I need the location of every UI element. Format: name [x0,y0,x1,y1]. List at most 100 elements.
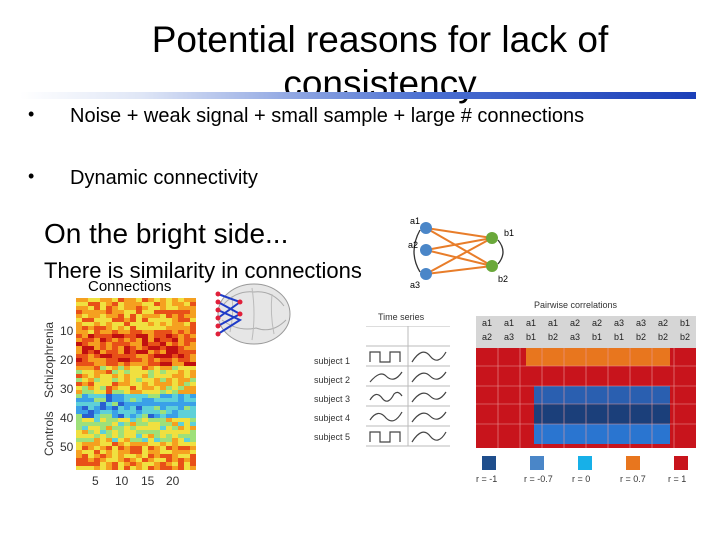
heatmap-cell [184,302,191,307]
heatmap-cell [94,334,101,339]
heatmap-cell [118,438,125,443]
heatmap-cell [82,434,89,439]
heatmap-cell [100,350,107,355]
heatmap-cell [190,306,196,311]
heatmap-cell [112,334,119,339]
heatmap-cell [184,406,191,411]
heatmap-cell [106,398,113,403]
heatmap-cell [124,370,131,375]
heatmap-cell [166,398,173,403]
heatmap-cell [130,366,137,371]
heatmap-cell [88,458,95,463]
heatmap-cell [166,354,173,359]
heatmap-cell [190,342,196,347]
heatmap-cell [112,434,119,439]
heatmap-ytick: 40 [60,411,74,425]
heatmap-cell [166,414,173,419]
heatmap-cell [172,334,179,339]
heatmap-cell [112,354,119,359]
heatmap-cell [166,426,173,431]
heatmap-cell [160,358,167,363]
pair-label: b1 [679,318,690,328]
heatmap-cell [130,398,137,403]
heatmap-cell [112,454,119,459]
heatmap-cell [178,350,185,355]
heatmap-cell [148,298,155,303]
heatmap-cell [190,462,196,467]
pair-label: a1 [481,318,492,328]
heatmap-cell [94,362,101,367]
heatmap-xtick: 5 [92,474,99,488]
heatmap-cell [184,370,191,375]
heatmap-cell [172,302,179,307]
heatmap-cell [100,462,107,467]
pair-label: a1 [547,318,558,328]
heatmap-cell [142,326,149,331]
heatmap-cell [136,458,143,463]
heatmap-cell [88,386,95,391]
bullet-dot-2: • [28,166,35,186]
heatmap-cell [172,318,179,323]
pair-label: a3 [503,332,514,342]
heatmap-cell [172,402,179,407]
heatmap-cell [148,338,155,343]
heatmap-cell [172,442,179,447]
heatmap-cell [106,406,113,411]
heatmap-cell [88,422,95,427]
node-b1-label: b1 [504,228,514,238]
heatmap-cell [160,438,167,443]
timeseries-grid [366,326,450,447]
heatmap-cell [178,358,185,363]
heatmap-cell [124,442,131,447]
heatmap-cell [76,362,83,367]
heatmap-cell [178,462,185,467]
heatmap-cell [178,414,185,419]
heatmap-cell [184,318,191,323]
heatmap-cell [190,358,196,363]
heatmap-cell [166,390,173,395]
heatmap-cell [172,462,179,467]
heatmap-cell [136,434,143,439]
heatmap-cell [184,434,191,439]
heatmap-cell [190,410,196,415]
pair-label: a2 [481,332,492,342]
heatmap-cell [154,418,161,423]
heatmap-cell [136,450,143,455]
heatmap-cell [106,306,113,311]
heatmap-cell [118,314,125,319]
heatmap-cell [124,426,131,431]
heatmap-cell [160,410,167,415]
pair-label: a3 [569,332,580,342]
heatmap-cell [166,330,173,335]
heatmap-cell [184,454,191,459]
heatmap-cell [112,394,119,399]
heatmap-cell [184,362,191,367]
heatmap-cell [106,346,113,351]
heatmap-cell [166,362,173,367]
heatmap-cell [118,318,125,323]
heatmap-cell [190,402,196,407]
heatmap-cell [172,306,179,311]
heatmap-cell [76,350,83,355]
heatmap-cell [136,422,143,427]
heatmap-cell [76,430,83,435]
heatmap-cell [88,402,95,407]
heatmap-cell [112,406,119,411]
heatmap-cell [94,414,101,419]
heatmap-cell [106,402,113,407]
heatmap-cell [148,394,155,399]
heatmap-cell [118,330,125,335]
pair-label: b2 [635,332,646,342]
heatmap-cell [100,378,107,383]
heatmap-cell [136,398,143,403]
heatmap-cell [82,374,89,379]
heatmap-cell [76,374,83,379]
heatmap-cell [94,466,101,470]
heatmap-cell [160,414,167,419]
heatmap-cell [136,362,143,367]
heatmap-cell [166,334,173,339]
heatmap-cell [154,342,161,347]
heatmap-cell [190,426,196,431]
heatmap-cell [118,378,125,383]
heatmap-cell [190,466,196,470]
